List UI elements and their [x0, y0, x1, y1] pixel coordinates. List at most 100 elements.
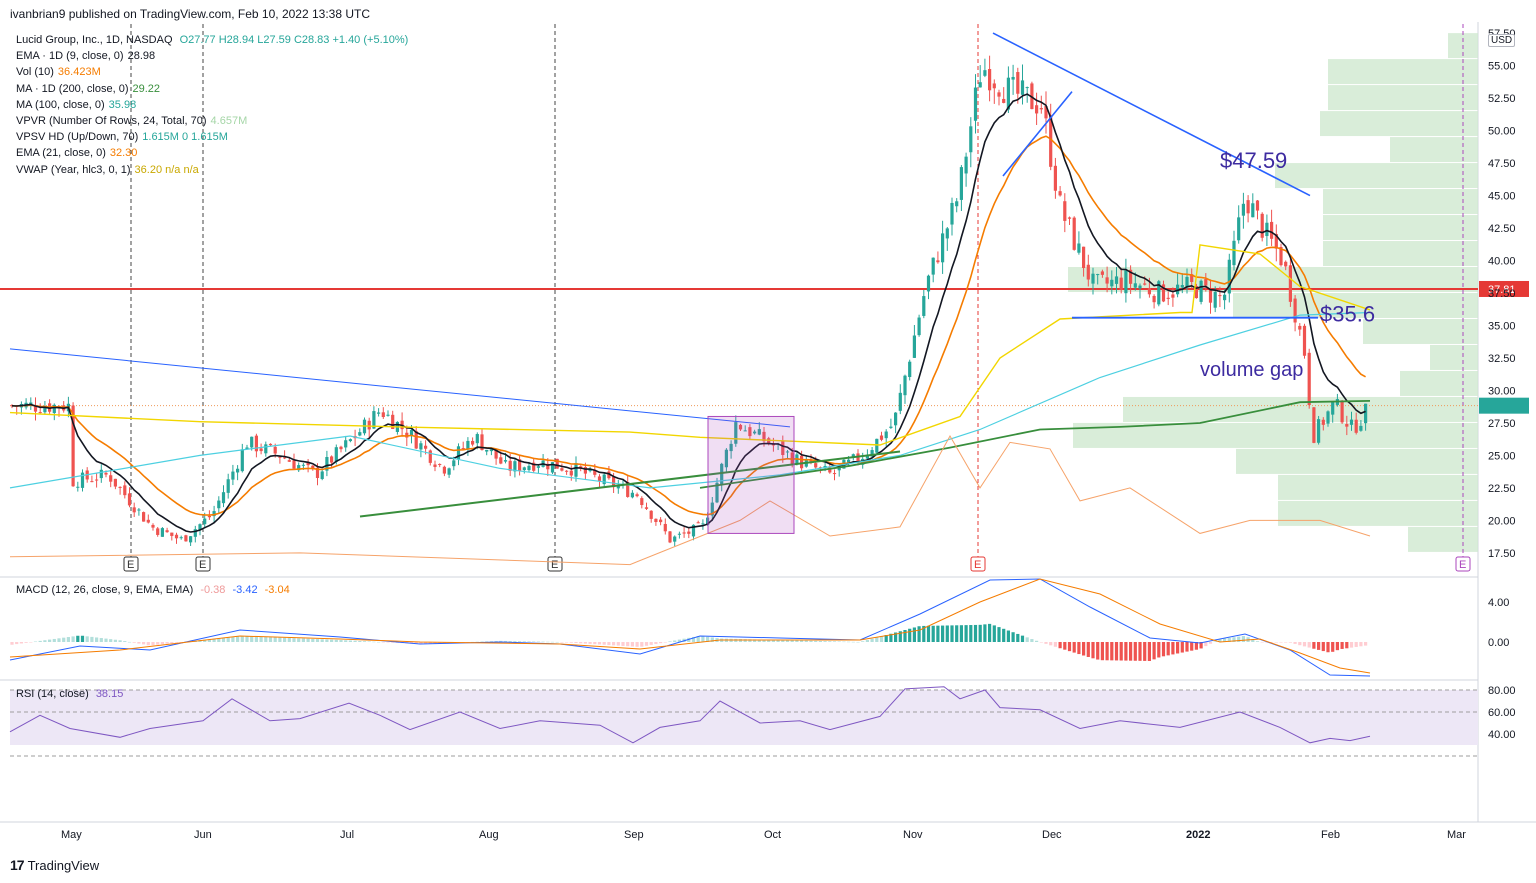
macd-tick-label: 0.00 — [1488, 637, 1509, 649]
macd-bar — [236, 636, 240, 642]
candle-body — [894, 412, 898, 426]
macd-bar — [1208, 642, 1213, 644]
candle-body — [170, 532, 174, 536]
candle-body — [212, 511, 216, 517]
macd-bar — [471, 641, 475, 643]
macd-bar — [268, 637, 273, 642]
candle-body — [753, 431, 757, 434]
level-price-tag — [1479, 280, 1529, 297]
ohlc-values: O27.77 H28.94 L27.59 C28.83 +1.40 (+5.10… — [179, 34, 409, 46]
candle-body — [696, 522, 700, 524]
macd-bar — [1359, 642, 1363, 647]
time-tick-label: Dec — [1042, 829, 1062, 841]
candle-body — [1129, 269, 1133, 284]
macd-bar — [621, 642, 625, 646]
study-line[interactable]: EMA (21, close, 0) 32.30 — [16, 145, 408, 161]
candle-body — [367, 420, 371, 430]
candle-body — [884, 431, 888, 439]
candle-body — [964, 156, 968, 174]
macd-bar — [616, 642, 620, 646]
macd-bar — [771, 639, 775, 642]
macd-bar — [1133, 642, 1137, 661]
macd-bar — [29, 642, 33, 643]
candle-body — [1006, 77, 1010, 110]
vwap-line — [9, 244, 1371, 446]
candle-body — [1044, 106, 1048, 119]
annotation-volume-gap: volume gap — [1200, 359, 1303, 381]
macd-bar — [922, 625, 926, 642]
time-tick-label: Jul — [340, 829, 354, 841]
study-line[interactable]: VPVR (Number Of Rows, 24, Total, 70) 4.65… — [16, 113, 408, 129]
candle-body — [254, 435, 258, 452]
macd-bar — [941, 625, 945, 642]
currency-badge[interactable]: USD — [1488, 34, 1516, 47]
candle-body — [447, 468, 451, 475]
macd-bar — [170, 642, 174, 644]
candle-body — [814, 463, 818, 468]
candle-body — [292, 460, 296, 469]
candle-body — [499, 457, 503, 464]
macd-bar — [85, 636, 89, 642]
macd-bar — [90, 636, 94, 642]
candle-body — [198, 524, 202, 530]
study-value: 35.98 — [108, 98, 137, 111]
macd-bar — [1349, 642, 1354, 648]
candle-body — [536, 466, 540, 468]
candle-body — [287, 460, 291, 462]
candle-body — [1049, 115, 1053, 167]
price-tick-label: 32.50 — [1488, 353, 1516, 365]
candle-body — [259, 448, 263, 452]
macd-label[interactable]: MACD (12, 26, close, 9, EMA, EMA) — [16, 584, 194, 596]
candle-body — [1354, 419, 1358, 433]
volume-profile-bar — [1323, 189, 1478, 215]
macd-bar — [362, 641, 367, 642]
candle-body — [1011, 76, 1015, 80]
study-line[interactable]: VWAP (Year, hlc3, 0, 1) 36.20 n/a n/a — [16, 162, 408, 178]
candle-body — [306, 461, 310, 466]
macd-bar — [668, 641, 672, 642]
study-line[interactable]: MA (100, close, 0) 35.98 — [16, 97, 408, 113]
macd-bar — [174, 642, 179, 643]
candle-body — [1204, 279, 1208, 286]
macd-bar — [560, 642, 564, 643]
rsi-label[interactable]: RSI (14, close) — [16, 688, 89, 700]
candle-body — [912, 335, 916, 358]
price-tick-label: 25.00 — [1488, 450, 1516, 462]
candle-body — [748, 427, 752, 437]
candle-body — [781, 440, 785, 455]
candle-body — [386, 414, 390, 416]
macd-bar — [767, 639, 771, 642]
earnings-marker-label: E — [199, 559, 206, 571]
macd-bar — [513, 641, 517, 642]
candle-body — [381, 412, 385, 418]
study-line[interactable]: Vol (10) 36.423M — [16, 64, 408, 80]
volume-profile-bar — [1278, 500, 1478, 526]
study-label: Vol (10) — [16, 66, 54, 79]
study-value: 36.423M — [57, 66, 101, 79]
macd-bar — [104, 638, 108, 642]
study-line[interactable]: VPSV HD (Up/Down, 70) 1.615M 0 1.615M — [16, 129, 408, 145]
candle-body — [1288, 265, 1292, 302]
tradingview-brand[interactable]: 17 TradingView — [10, 857, 99, 873]
macd-bar — [1143, 642, 1147, 661]
candle-body — [160, 528, 164, 537]
volume-profile-bar — [1068, 267, 1478, 293]
study-line[interactable]: EMA · 1D (9, close, 0) 28.98 — [16, 48, 408, 64]
macd-bar — [800, 640, 804, 642]
candle-body — [80, 472, 85, 488]
macd-bar — [254, 636, 258, 642]
macd-bar — [795, 640, 799, 642]
macd-bar — [217, 638, 221, 642]
symbol-name[interactable]: Lucid Group, Inc., 1D, NASDAQ — [16, 34, 173, 46]
study-value: 29.22 — [132, 82, 161, 95]
candle-body — [38, 412, 42, 414]
macd-bar — [1194, 642, 1198, 650]
macd-bar — [315, 639, 320, 642]
study-label: MA (100, close, 0) — [16, 98, 105, 111]
candle-body — [1152, 295, 1156, 303]
candle-body — [1119, 277, 1123, 291]
macd-bar — [179, 642, 183, 643]
candle-body — [724, 449, 728, 468]
study-line[interactable]: MA · 1D (200, close, 0) 29.22 — [16, 81, 408, 97]
candle-body — [132, 507, 136, 513]
